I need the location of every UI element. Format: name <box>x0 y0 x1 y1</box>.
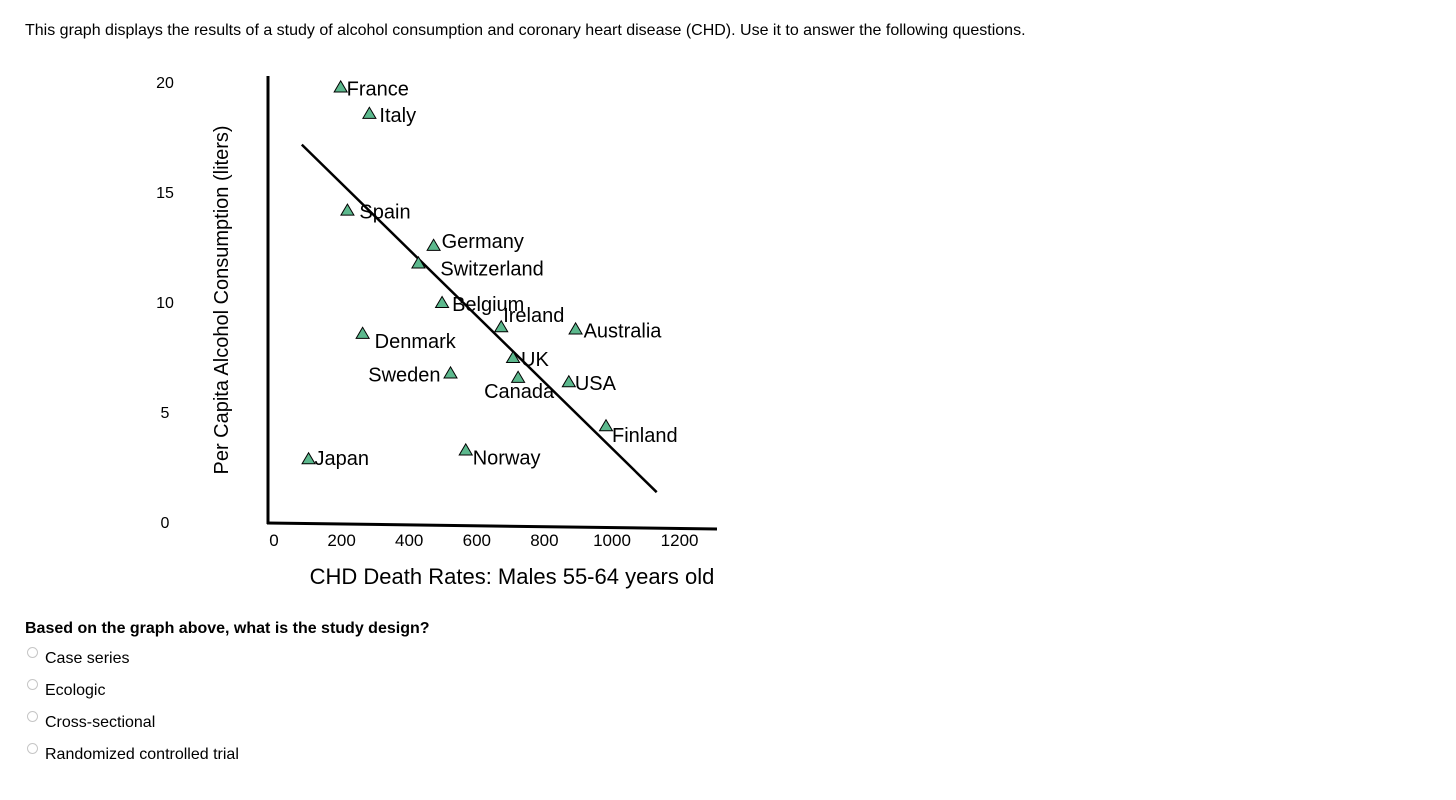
data-point-denmark: Denmark <box>355 326 457 353</box>
x-tick-label: 400 <box>395 531 423 550</box>
data-point-japan: Japan <box>301 448 370 470</box>
triangle-marker <box>355 326 371 339</box>
point-label: Ireland <box>503 305 564 327</box>
triangle-marker <box>340 203 355 216</box>
radio-button[interactable] <box>27 679 38 690</box>
triangle-marker <box>434 295 450 309</box>
point-label: Switzerland <box>440 258 543 280</box>
data-point-germany: Germany <box>426 231 524 253</box>
point-label: Belgium <box>452 294 524 316</box>
radio-button[interactable] <box>27 743 38 754</box>
data-point-australia: Australia <box>568 320 663 342</box>
data-points: France Italy Spain Germany Switzerland Belgiu… <box>301 78 678 470</box>
option-label[interactable]: Case series <box>45 650 130 667</box>
option-label[interactable]: Ecologic <box>45 682 106 699</box>
x-tick-label: 200 <box>327 531 355 550</box>
question-text: Based on the graph above, what is the st… <box>25 620 430 637</box>
point-label: France <box>347 78 409 100</box>
point-label: Finland <box>612 425 678 447</box>
data-point-italy: Italy <box>362 105 416 127</box>
point-label: Italy <box>379 105 416 127</box>
point-label: UK <box>521 349 549 371</box>
data-point-switzerland: Switzerland <box>411 255 544 280</box>
point-label: Australia <box>584 320 663 342</box>
point-label: Sweden <box>368 364 440 386</box>
triangle-marker <box>561 374 577 388</box>
radio-button[interactable] <box>27 647 38 658</box>
x-axis-label: CHD Death Rates: Males 55-64 years old <box>310 564 715 589</box>
x-tick-label: 600 <box>463 531 491 550</box>
y-tick-label: 20 <box>156 75 174 92</box>
data-point-ireland: Ireland <box>493 305 564 333</box>
data-point-finland: Finland <box>598 418 678 447</box>
data-point-france: France <box>333 78 409 100</box>
x-tick-label: 1200 <box>661 531 699 550</box>
triangle-marker <box>505 350 521 364</box>
y-tick-labels: 0 5 10 15 20 <box>156 75 174 532</box>
radio-button[interactable] <box>27 711 38 722</box>
x-tick-label: 0 <box>269 531 278 550</box>
x-tick-label: 1000 <box>593 531 631 550</box>
data-point-norway: Norway <box>458 442 541 469</box>
trend-line <box>300 143 658 494</box>
point-label: Japan <box>315 448 370 470</box>
y-tick-label: 10 <box>156 295 174 312</box>
triangle-marker <box>426 238 441 251</box>
point-label: Canada <box>484 381 555 403</box>
option-label[interactable]: Randomized controlled trial <box>45 746 239 763</box>
triangle-marker <box>458 442 474 456</box>
data-point-belgium: Belgium <box>434 294 524 316</box>
y-axis-label: Per Capita Alcohol Consumption (liters) <box>211 125 233 474</box>
data-point-usa: USA <box>561 373 617 395</box>
triangle-marker <box>333 79 349 93</box>
point-label: Denmark <box>375 331 457 353</box>
data-point-uk: UK <box>505 349 549 371</box>
x-axis-line <box>266 521 718 531</box>
y-tick-label: 15 <box>156 185 174 202</box>
triangle-marker <box>568 321 583 335</box>
alcohol-chd-scatter-chart: 0 5 10 15 20 Per Capita Alcohol Consumption … <box>156 75 718 589</box>
y-tick-label: 0 <box>161 515 170 532</box>
triangle-marker <box>598 418 614 432</box>
point-label: Germany <box>442 231 524 253</box>
y-tick-label: 5 <box>161 405 170 422</box>
triangle-marker <box>301 451 316 465</box>
x-tick-labels: 0 200 400 600 800 1000 1200 <box>269 531 698 550</box>
triangle-marker <box>362 106 377 119</box>
x-tick-label: 800 <box>530 531 558 550</box>
data-point-canada: Canada <box>484 370 555 403</box>
point-label: Spain <box>359 202 410 224</box>
triangle-marker <box>411 255 426 269</box>
triangle-marker <box>443 365 458 379</box>
intro-text: This graph displays the results of a stu… <box>25 22 1026 39</box>
triangle-marker <box>510 370 526 383</box>
triangle-marker <box>493 319 509 333</box>
point-label: Norway <box>473 447 541 469</box>
point-label: USA <box>575 373 617 395</box>
data-point-sweden: Sweden <box>368 364 458 386</box>
option-label[interactable]: Cross-sectional <box>45 714 156 731</box>
data-point-spain: Spain <box>340 202 411 224</box>
